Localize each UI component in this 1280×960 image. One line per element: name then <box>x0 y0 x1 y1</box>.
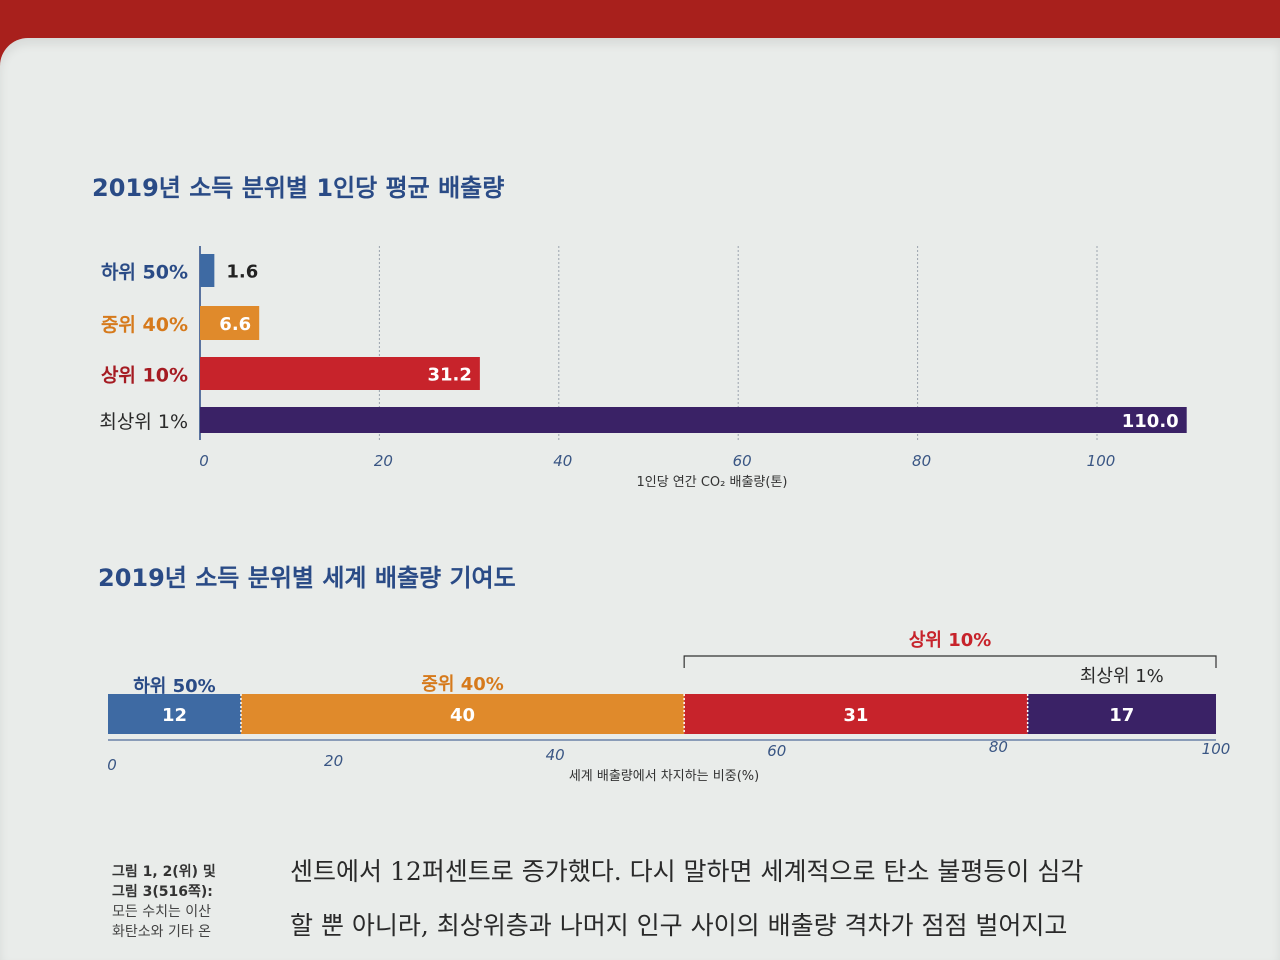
chart2-group-bracket <box>683 655 1217 668</box>
chart1-xtick-60: 60 <box>733 452 752 470</box>
chart2-segment-2 <box>684 694 1028 734</box>
chart2-xtick-80: 80 <box>989 738 1008 756</box>
chart1-xtick-40: 40 <box>553 452 572 470</box>
chart1-value-label-0: 1.6 <box>226 262 258 283</box>
chart2-title: 2019년 소득 분위별 세계 배출량 기여도 <box>98 564 516 592</box>
chart2-xtick-20: 20 <box>324 752 343 770</box>
chart2-segment-label-1: 40 <box>450 705 475 726</box>
chart1-xlabel: 1인당 연간 CO₂ 배출량(톤) <box>636 475 787 490</box>
chart1-xtick-0: 0 <box>199 452 209 470</box>
caption-line-4: 화탄소와 기타 온 <box>112 924 212 940</box>
chart2-segment-0 <box>108 694 241 734</box>
chart1-bar-1 <box>200 306 260 340</box>
body-text-line-2: 할 뿐 아니라, 최상위층과 나머지 인구 사이의 배출량 격차가 점점 벌어지… <box>290 911 1068 940</box>
chart2-segment-label-2: 31 <box>843 705 868 726</box>
chart1-bar-0 <box>200 254 215 287</box>
chart2-xtick-40: 40 <box>546 746 565 764</box>
chart2-segment-3 <box>1027 694 1216 734</box>
chart2-category-label-0: 하위 50% <box>133 676 215 697</box>
chart1-bar-2 <box>200 357 480 390</box>
chart1-value-label-2: 31.2 <box>427 365 471 386</box>
body-text-line-1: 센트에서 12퍼센트로 증가했다. 다시 말하면 세계적으로 탄소 불평등이 심… <box>290 857 1084 886</box>
chart1-category-label-0: 하위 50% <box>101 262 188 284</box>
chart1-bar-3 <box>200 407 1187 433</box>
caption-line-3: 모든 수치는 이산 <box>112 904 212 920</box>
chart2-category-label-1: 중위 40% <box>421 674 503 695</box>
chart2-segment-label-0: 12 <box>162 705 187 726</box>
chart1-title: 2019년 소득 분위별 1인당 평균 배출량 <box>92 174 505 202</box>
figure-caption: 그림 1, 2(위) 및 그림 3(516쪽): 모든 수치는 이산 화탄소와 … <box>112 862 272 942</box>
book-page <box>0 38 1280 960</box>
chart2-category-label-3: 최상위 1% <box>1080 666 1164 687</box>
chart1-xtick-100: 100 <box>1087 452 1116 470</box>
chart2-segment-label-3: 17 <box>1109 705 1134 726</box>
chart1-xtick-20: 20 <box>374 452 393 470</box>
chart1-category-label-2: 상위 10% <box>101 365 188 387</box>
chart1-svg: 0 20 40 60 80 100 하위 50% 1.6 중위 40% 6.6 상위 10% 31.2… <box>99 246 1187 490</box>
chart1-category-label-3: 최상위 1% <box>99 411 188 433</box>
chart2-xlabel: 세계 배출량에서 차지하는 비중(%) <box>569 769 759 784</box>
chart2-segment-1 <box>240 694 685 734</box>
chart2-xtick-60: 60 <box>767 742 786 760</box>
chart2-xtick-100: 100 <box>1202 740 1231 758</box>
caption-line-1: 그림 1, 2(위) 및 <box>112 864 216 880</box>
caption-line-2: 그림 3(516쪽): <box>112 884 213 900</box>
chart2-group-label: 상위 10% <box>909 630 991 651</box>
chart2-svg: 12 하위 50% 40 중위 40% 31 17 최상위 1% 상위 10% 0 20 40 60 8… <box>107 630 1231 784</box>
chart1-xtick-80: 80 <box>912 452 931 470</box>
chart1-category-label-1: 중위 40% <box>101 314 188 336</box>
chart1-value-label-3: 110.0 <box>1122 411 1179 432</box>
chart1-value-label-1: 6.6 <box>219 314 251 335</box>
chart2-xtick-0: 0 <box>107 756 117 774</box>
